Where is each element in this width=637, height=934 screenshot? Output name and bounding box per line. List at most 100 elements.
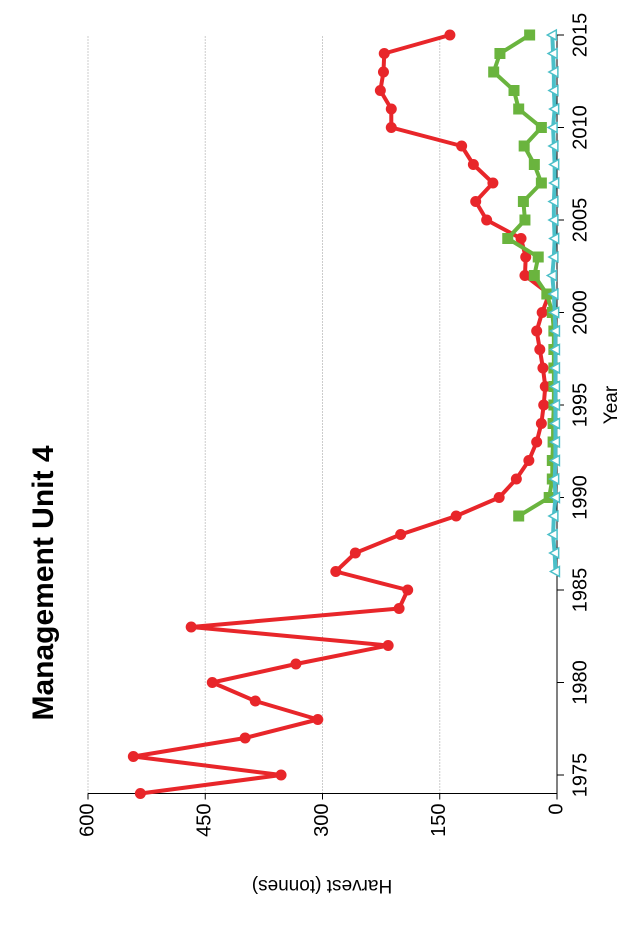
point: [548, 306, 560, 319]
y-tick-label: 600: [76, 804, 98, 837]
point: [548, 565, 561, 578]
point: [532, 251, 544, 263]
point: [510, 473, 522, 485]
x-tick-label: 2005: [569, 198, 591, 243]
point: [378, 48, 390, 59]
x-tick-label: 1995: [569, 383, 591, 428]
point: [393, 603, 405, 614]
point: [548, 472, 560, 486]
point: [444, 29, 456, 41]
series-line: [550, 34, 558, 572]
series-line: [131, 33, 552, 796]
point: [548, 491, 561, 504]
point: [548, 380, 561, 393]
point: [546, 121, 558, 134]
point: [547, 213, 559, 227]
point: [515, 233, 527, 244]
point: [548, 454, 561, 467]
point: [539, 381, 551, 392]
point: [547, 287, 559, 301]
point: [349, 547, 361, 559]
point: [547, 195, 559, 208]
point: [548, 435, 561, 449]
point: [538, 399, 550, 411]
point: [493, 492, 505, 503]
point: [547, 84, 559, 97]
point: [450, 510, 462, 522]
point: [134, 788, 146, 799]
x-tick-label: 2000: [569, 290, 591, 335]
point: [502, 233, 514, 244]
y-tick-label: 450: [194, 804, 216, 837]
point: [127, 751, 139, 762]
point: [239, 732, 251, 744]
point: [385, 122, 397, 133]
x-tick-label: 2015: [569, 13, 591, 58]
point: [312, 714, 324, 725]
x-tick-label: 1985: [569, 568, 591, 613]
point: [535, 418, 547, 429]
point: [513, 103, 525, 115]
point: [519, 270, 531, 281]
point: [517, 196, 529, 207]
x-tick-label: 1990: [569, 475, 591, 520]
point: [548, 176, 560, 190]
point: [374, 85, 386, 96]
y-tick-label: 150: [428, 804, 450, 837]
point: [548, 398, 561, 412]
point: [531, 325, 543, 337]
point: [513, 510, 525, 522]
point: [206, 677, 218, 688]
point: [547, 509, 559, 523]
point: [382, 640, 394, 651]
y-tick-label: 300: [311, 804, 333, 837]
point: [494, 48, 506, 59]
point: [548, 417, 561, 430]
point: [546, 47, 558, 60]
x-tick-label: 1975: [569, 753, 591, 798]
point: [402, 584, 414, 596]
chart-title: Management Unit 4: [27, 445, 60, 720]
point: [545, 28, 558, 42]
point: [185, 621, 197, 633]
point: [481, 214, 493, 226]
point: [330, 566, 342, 577]
point: [535, 122, 547, 133]
x-tick-label: 1980: [569, 660, 591, 705]
point: [548, 361, 561, 375]
point: [547, 250, 559, 264]
point: [470, 196, 482, 207]
x-tick-label: 2010: [569, 105, 591, 150]
point: [531, 436, 543, 448]
point: [536, 307, 548, 318]
point: [523, 455, 535, 466]
point: [385, 103, 397, 115]
point: [548, 343, 561, 356]
rotated-plot: Management Unit 4 Year Harvest (tonnes) …: [27, 13, 622, 896]
point: [518, 140, 530, 152]
point: [546, 528, 558, 541]
point: [290, 658, 302, 670]
point: [275, 769, 287, 781]
point: [548, 546, 560, 560]
point: [487, 177, 499, 189]
point: [547, 65, 559, 79]
y-tick-label: 0: [545, 804, 567, 815]
point: [456, 140, 468, 152]
point: [537, 362, 549, 374]
point: [548, 324, 561, 338]
point: [249, 695, 261, 707]
y-axis-label: Harvest (tonnes): [252, 875, 392, 896]
x-axis-label: Year: [601, 385, 622, 424]
point: [467, 159, 479, 170]
point: [548, 158, 560, 171]
point: [548, 232, 560, 245]
point: [488, 66, 500, 78]
point: [395, 529, 407, 540]
point: [520, 251, 532, 263]
point: [508, 85, 520, 96]
point: [541, 288, 553, 300]
point: [534, 344, 546, 355]
